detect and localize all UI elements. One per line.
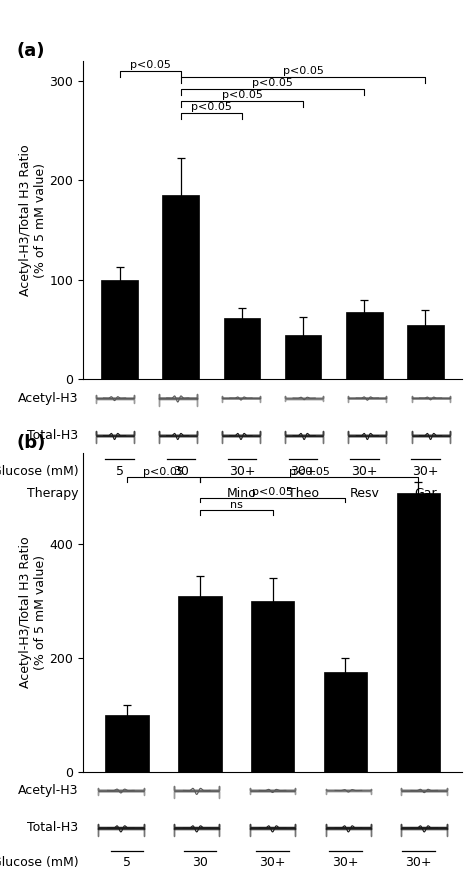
Text: p<0.05: p<0.05: [283, 66, 324, 76]
Text: p<0.05: p<0.05: [143, 467, 183, 477]
Text: Total-H3: Total-H3: [27, 429, 78, 442]
Text: 30+: 30+: [332, 856, 359, 869]
Text: p<0.05: p<0.05: [252, 487, 293, 497]
Bar: [285, 335, 321, 379]
Text: Therapy: Therapy: [27, 487, 78, 500]
Text: p<0.05: p<0.05: [289, 467, 329, 477]
Text: p<0.05: p<0.05: [191, 102, 232, 112]
Bar: [407, 324, 444, 379]
Text: p<0.05: p<0.05: [252, 78, 293, 88]
Text: 5: 5: [116, 466, 124, 478]
Text: 30+: 30+: [405, 856, 432, 869]
Text: 30: 30: [173, 466, 189, 478]
Text: Mino: Mino: [227, 487, 257, 500]
Bar: [224, 317, 260, 379]
Text: 30+: 30+: [259, 856, 286, 869]
Text: 30+: 30+: [412, 466, 439, 478]
Text: p<0.05: p<0.05: [130, 60, 171, 70]
Bar: [163, 195, 199, 379]
Text: 30+: 30+: [351, 466, 378, 478]
Bar: [346, 311, 383, 379]
Text: 30+: 30+: [229, 466, 255, 478]
Text: (a): (a): [17, 42, 45, 60]
Text: Gar: Gar: [414, 487, 437, 500]
Text: 30+: 30+: [290, 466, 316, 478]
Bar: [105, 715, 148, 772]
Bar: [324, 672, 367, 772]
Text: 5: 5: [123, 856, 131, 869]
Text: Resv: Resv: [349, 487, 379, 500]
Text: Glucose (mM): Glucose (mM): [0, 856, 78, 869]
Bar: [397, 494, 440, 772]
Text: (b): (b): [17, 434, 46, 453]
Text: Total-H3: Total-H3: [27, 821, 78, 835]
Text: 30: 30: [191, 856, 208, 869]
Text: Acetyl-H3: Acetyl-H3: [18, 392, 78, 405]
Text: ns: ns: [229, 500, 243, 510]
Bar: [178, 596, 221, 772]
Bar: [101, 280, 138, 379]
Bar: [251, 601, 294, 772]
Text: Theo: Theo: [288, 487, 319, 500]
Y-axis label: Acetyl-H3/Total H3 Ratio
(% of 5 mM value): Acetyl-H3/Total H3 Ratio (% of 5 mM valu…: [18, 145, 46, 296]
Text: Glucose (mM): Glucose (mM): [0, 466, 78, 478]
Text: Acetyl-H3: Acetyl-H3: [18, 784, 78, 797]
Y-axis label: Acetyl-H3/Total H3 Ratio
(% of 5 mM value): Acetyl-H3/Total H3 Ratio (% of 5 mM valu…: [18, 537, 46, 688]
Text: p<0.05: p<0.05: [221, 90, 263, 99]
